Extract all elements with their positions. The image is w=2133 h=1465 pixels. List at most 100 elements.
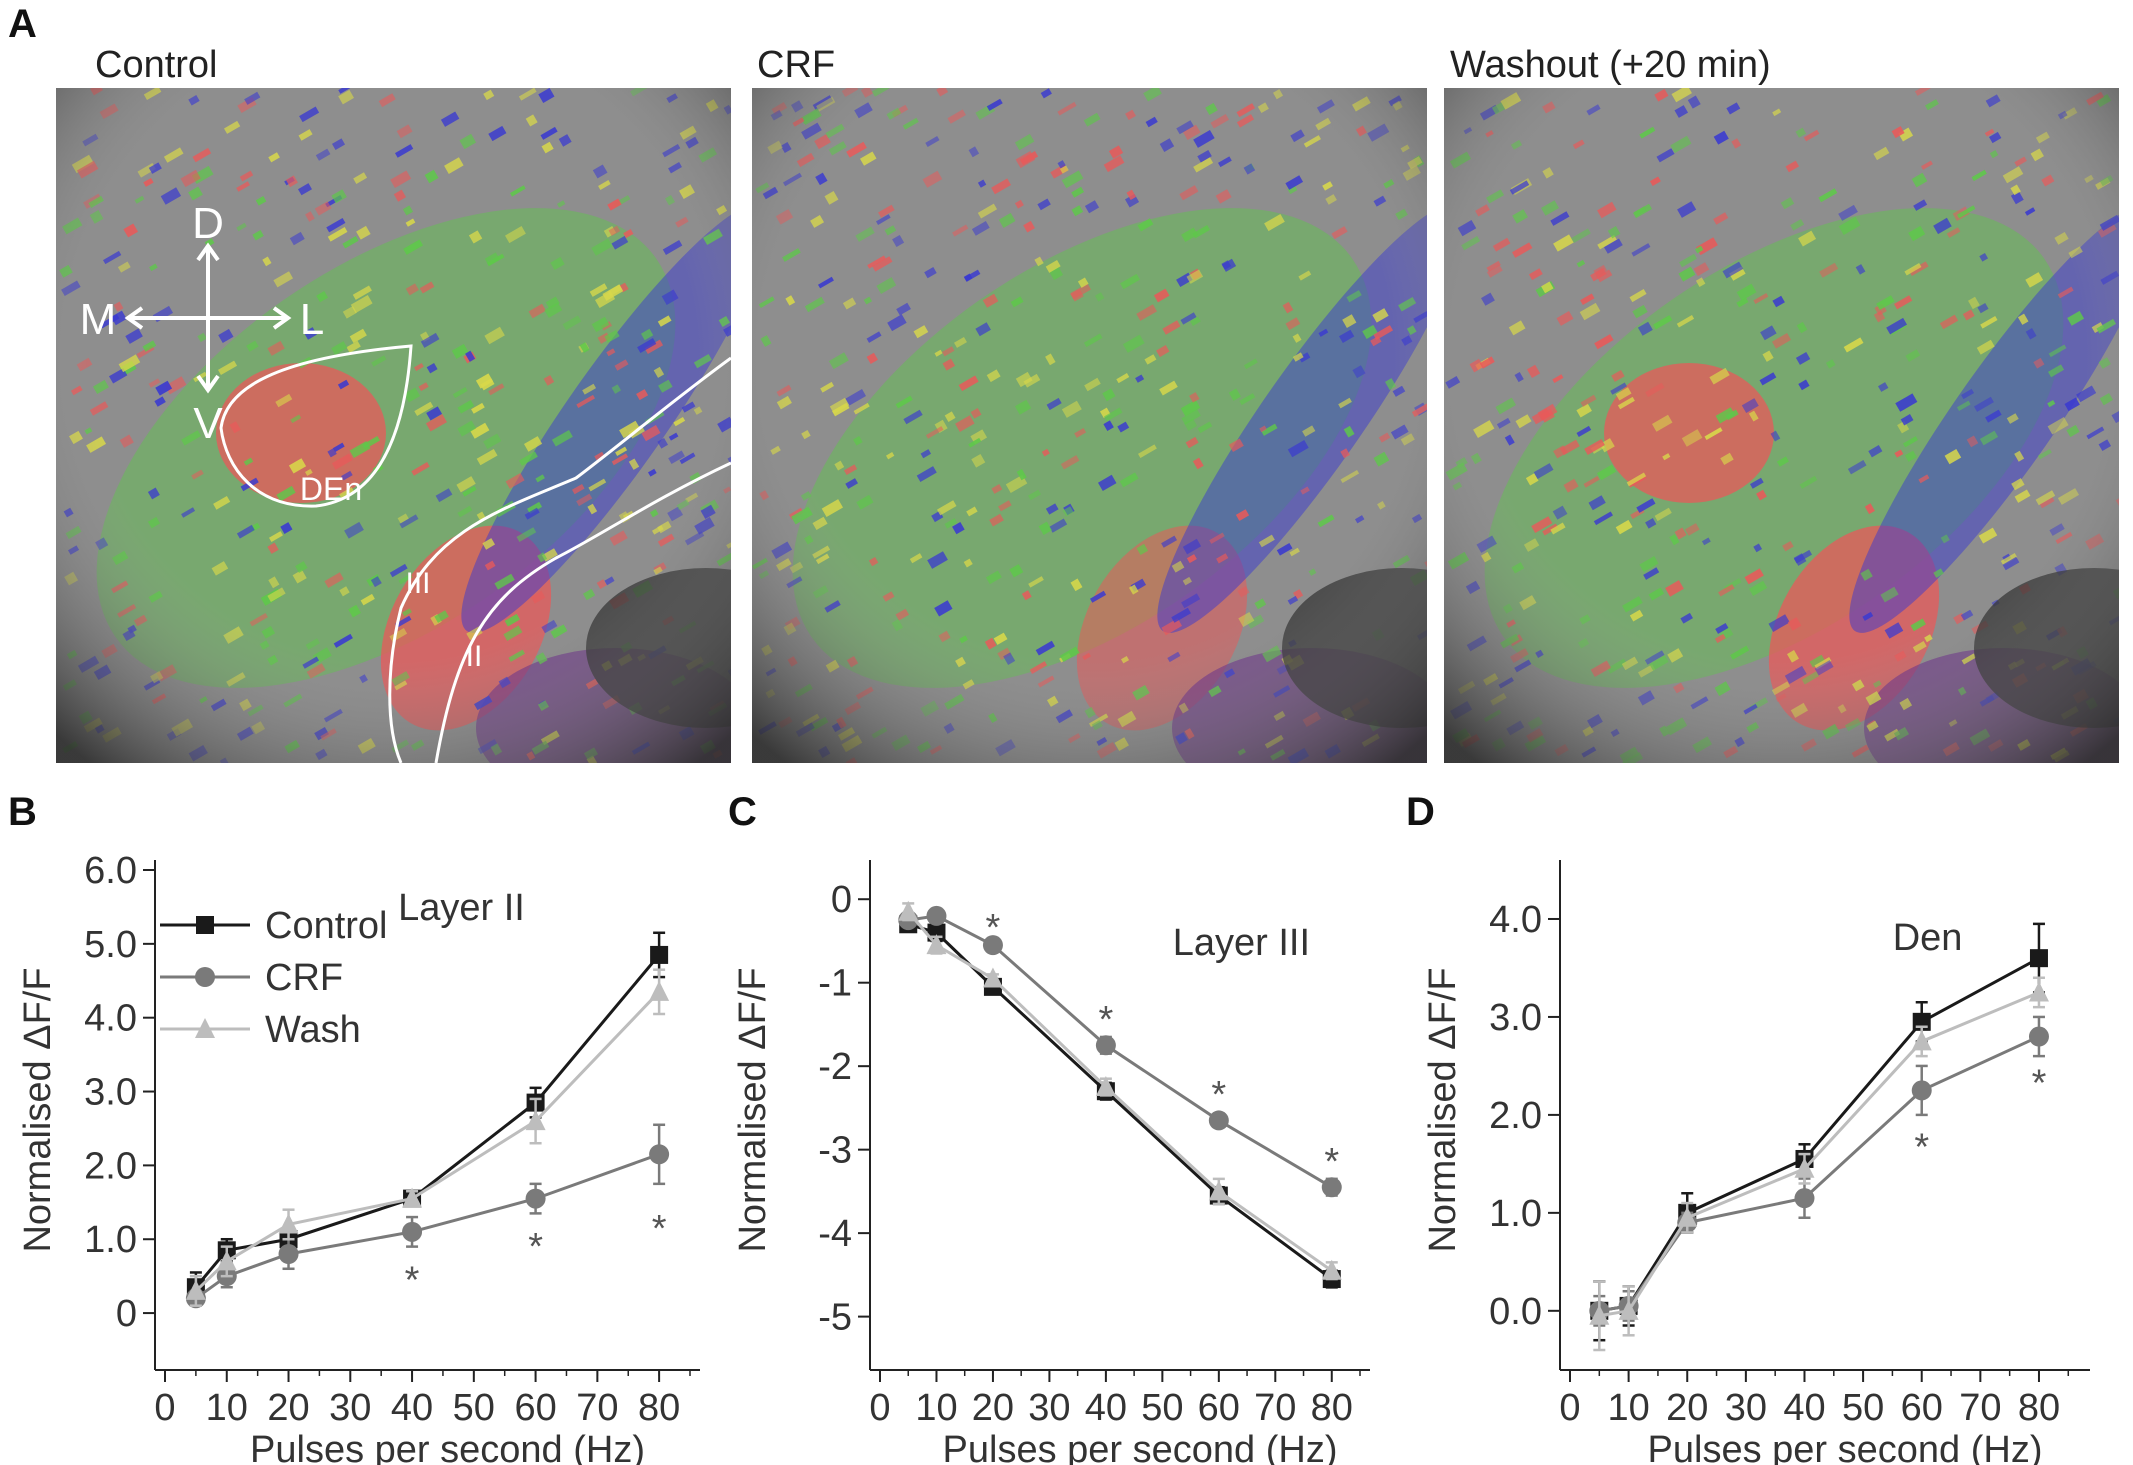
imaging-panel-crf xyxy=(752,88,1427,763)
x-tick-label: 30 xyxy=(329,1387,371,1429)
y-tick-label: 4.0 xyxy=(1489,899,1542,941)
y-tick-label: 3.0 xyxy=(1489,997,1542,1039)
chart-panel-d: 0 10 20 30 40 50 60 70 80 0.0 1.0 2.0 3.0 4.0 Pulses p… xyxy=(1410,840,2130,1465)
data-point-crf xyxy=(2028,1026,2049,1047)
x-tick-label: 60 xyxy=(1901,1387,1943,1429)
legend-label-control: Control xyxy=(265,905,388,947)
panel-label-b: B xyxy=(8,790,37,834)
layer-ii-outline-lower xyxy=(434,461,731,763)
y-tick-label: 5.0 xyxy=(84,924,137,966)
axis-label-medial: M xyxy=(80,295,117,344)
data-point-crf xyxy=(1208,1110,1229,1131)
chart-annotation: Den xyxy=(1893,917,1963,959)
data-point-crf xyxy=(525,1188,546,1209)
y-tick-label: 0 xyxy=(116,1293,137,1335)
x-tick-label: 30 xyxy=(1725,1387,1767,1429)
region-label-den: DEn xyxy=(300,471,362,507)
y-tick-label: 0.0 xyxy=(1489,1291,1542,1333)
legend-marker-control xyxy=(196,916,214,934)
significance-star: * xyxy=(1211,1074,1226,1116)
region-label-ii: II xyxy=(466,640,483,673)
x-tick-label: 10 xyxy=(915,1387,957,1429)
y-tick-label: 2.0 xyxy=(84,1145,137,1187)
x-tick-label: 70 xyxy=(576,1387,618,1429)
data-point-crf xyxy=(1321,1177,1342,1198)
x-tick-label: 10 xyxy=(1607,1387,1649,1429)
data-point-wash xyxy=(982,967,1003,988)
data-point-wash xyxy=(1794,1157,1815,1178)
imaging-panel-control: D V M L DEn III II xyxy=(56,88,731,763)
legend-label-crf: CRF xyxy=(265,957,343,999)
significance-star: * xyxy=(405,1259,420,1301)
legend-label-wash: Wash xyxy=(265,1009,361,1051)
x-axis-title: Pulses per second (Hz) xyxy=(1648,1429,2043,1465)
data-point-control xyxy=(2029,949,2048,968)
axis-label-lateral: L xyxy=(300,295,324,344)
x-tick-label: 80 xyxy=(1311,1387,1353,1429)
y-axis-title: Normalised ΔF/F xyxy=(17,967,59,1252)
data-point-wash xyxy=(216,1250,237,1271)
x-tick-label: 0 xyxy=(1559,1387,1580,1429)
x-tick-label: 30 xyxy=(1028,1387,1070,1429)
y-axis-title: Normalised ΔF/F xyxy=(732,967,774,1252)
data-point-wash xyxy=(185,1279,206,1300)
series-line-control xyxy=(1599,956,2040,1313)
y-tick-label: 4.0 xyxy=(84,998,137,1040)
data-point-wash xyxy=(2028,981,2049,1002)
layer-ii-outline-upper xyxy=(388,356,731,763)
x-tick-label: 70 xyxy=(1254,1387,1296,1429)
y-tick-label: 1.0 xyxy=(84,1219,137,1261)
data-point-wash xyxy=(278,1213,299,1234)
y-tick-label: 6.0 xyxy=(84,850,137,892)
significance-star: * xyxy=(1324,1141,1339,1183)
data-point-wash xyxy=(1911,1030,1932,1051)
data-point-wash xyxy=(1618,1299,1639,1320)
x-tick-label: 70 xyxy=(1959,1387,2001,1429)
y-tick-label: 3.0 xyxy=(84,1072,137,1114)
x-tick-label: 20 xyxy=(972,1387,1014,1429)
series-line-wash xyxy=(907,910,1333,1272)
x-tick-label: 20 xyxy=(1666,1387,1708,1429)
data-point-wash xyxy=(402,1187,423,1208)
y-tick-label: -3 xyxy=(818,1130,852,1172)
data-point-crf xyxy=(926,905,947,926)
axis-label-dorsal: D xyxy=(192,199,224,248)
panel-label-a: A xyxy=(8,2,37,46)
y-tick-label: -4 xyxy=(818,1213,852,1255)
data-point-crf xyxy=(1911,1080,1932,1101)
chart-annotation: Layer III xyxy=(1173,922,1310,964)
legend-marker-crf xyxy=(195,967,215,987)
data-point-wash xyxy=(1208,1180,1229,1201)
x-axis-title: Pulses per second (Hz) xyxy=(250,1429,645,1465)
data-point-crf xyxy=(402,1221,423,1242)
panel-label-c: C xyxy=(728,790,757,834)
legend-marker-wash xyxy=(195,1018,215,1038)
data-point-wash xyxy=(525,1110,546,1131)
data-point-crf xyxy=(278,1244,299,1264)
chart-panel-c: 0 10 20 30 40 50 60 70 80 0 -1 -2 -3 -4 -5 Pulses per s… xyxy=(720,840,1410,1465)
y-axis-title: Normalised ΔF/F xyxy=(1422,967,1464,1252)
den-outline xyxy=(219,344,413,508)
significance-star: * xyxy=(2032,1063,2047,1105)
x-tick-label: 0 xyxy=(869,1387,890,1429)
data-point-crf xyxy=(982,935,1003,956)
data-point-crf xyxy=(1095,1035,1116,1056)
data-point-wash xyxy=(649,980,670,1001)
data-point-wash xyxy=(1589,1304,1610,1325)
series-line-wash xyxy=(1599,991,2040,1318)
orientation-compass xyxy=(124,242,292,394)
x-tick-label: 80 xyxy=(2018,1387,2060,1429)
data-point-wash xyxy=(926,934,947,955)
image-title-control: Control xyxy=(95,44,218,86)
y-tick-label: 2.0 xyxy=(1489,1095,1542,1137)
x-tick-label: 50 xyxy=(1141,1387,1183,1429)
y-tick-label: -2 xyxy=(818,1046,852,1088)
chart-annotation: Layer II xyxy=(398,887,525,929)
significance-star: * xyxy=(528,1226,543,1268)
y-tick-label: 1.0 xyxy=(1489,1193,1542,1235)
image-title-washout: Washout (+20 min) xyxy=(1450,44,1771,86)
x-tick-label: 50 xyxy=(453,1387,495,1429)
x-tick-label: 0 xyxy=(154,1387,175,1429)
panel-label-d: D xyxy=(1406,790,1435,834)
data-point-wash xyxy=(1095,1076,1116,1097)
